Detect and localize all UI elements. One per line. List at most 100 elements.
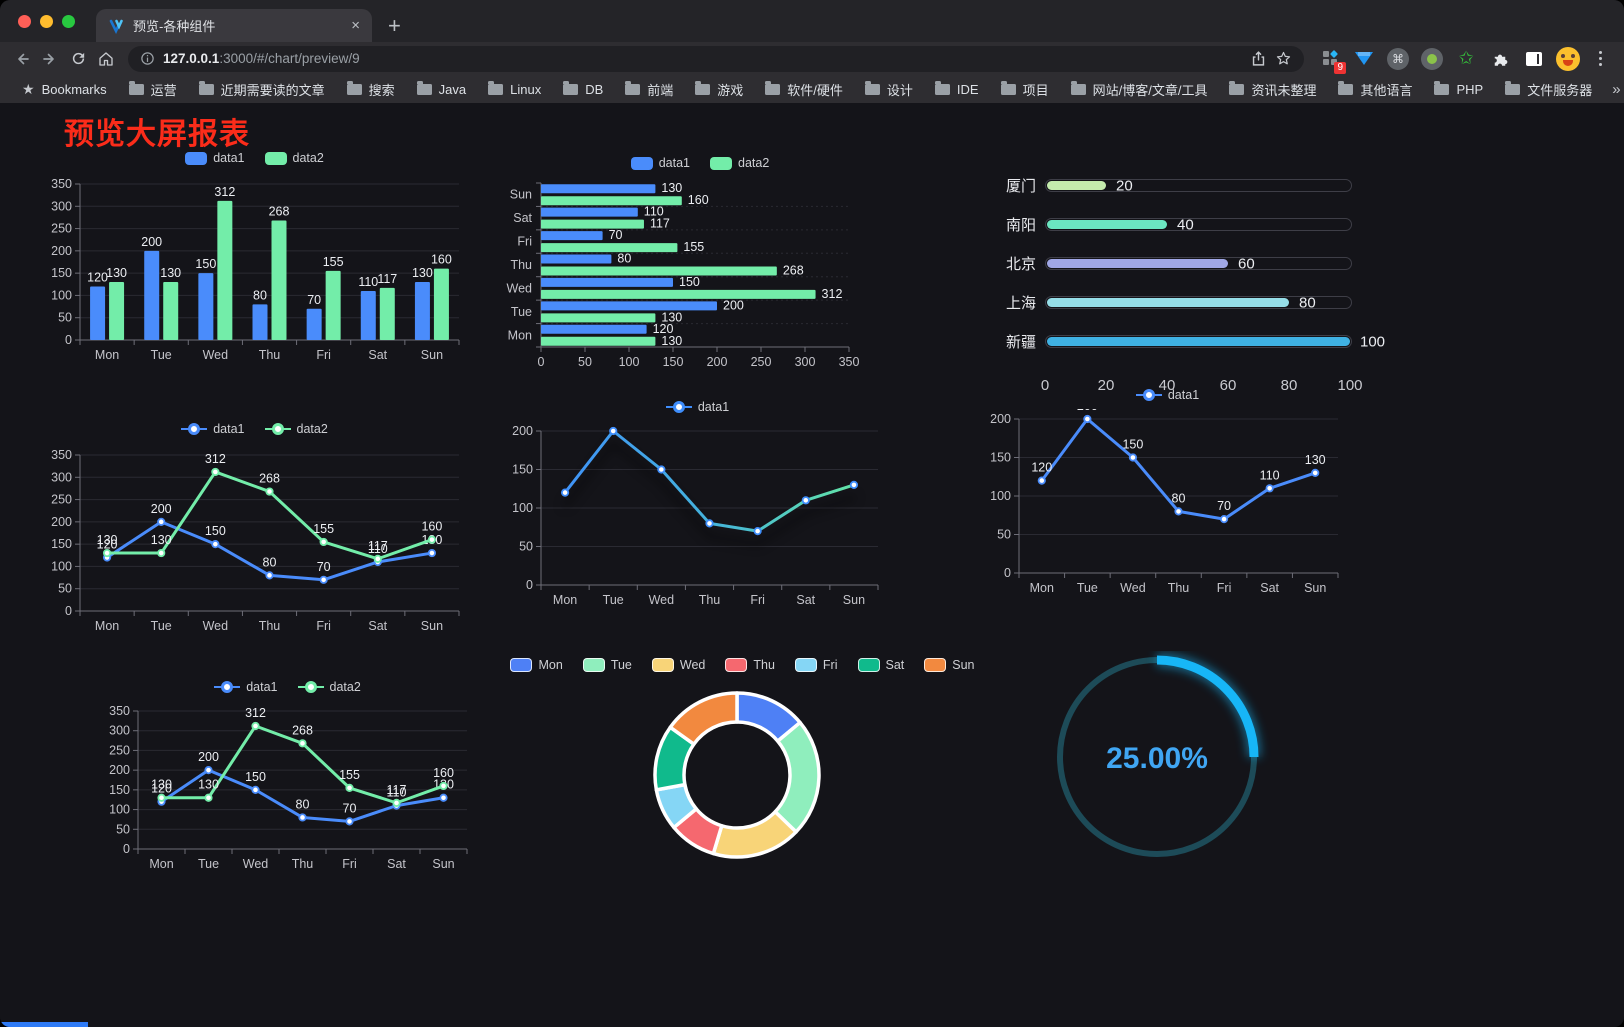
svg-text:268: 268 xyxy=(259,472,280,486)
svg-text:Sat: Sat xyxy=(513,211,532,225)
progress-fill xyxy=(1047,259,1228,268)
bookmark-folder[interactable]: 运营 xyxy=(121,77,185,102)
forward-button[interactable] xyxy=(36,45,64,73)
browser-toolbar: 127.0.0.1:3000/#/chart/preview/9 9 ⌘ ✩ xyxy=(0,42,1624,75)
legend-item[interactable]: data1 xyxy=(665,400,729,414)
svg-text:150: 150 xyxy=(195,257,216,271)
svg-text:120: 120 xyxy=(151,782,172,796)
bookmark-folder[interactable]: 软件/硬件 xyxy=(757,77,851,102)
bookmark-folder[interactable]: Java xyxy=(409,79,474,100)
folder-icon xyxy=(488,80,504,95)
legend-item[interactable]: data2 xyxy=(264,422,328,436)
svg-text:150: 150 xyxy=(51,266,72,280)
zoom-window-button[interactable] xyxy=(62,15,75,28)
vue-devtools-extension-icon[interactable] xyxy=(1352,47,1376,71)
svg-text:Thu: Thu xyxy=(699,593,721,607)
bookmark-folder[interactable]: 文件服务器 xyxy=(1497,77,1600,102)
svg-text:155: 155 xyxy=(339,768,360,782)
svg-text:300: 300 xyxy=(51,470,72,484)
folder-icon xyxy=(934,80,950,95)
new-tab-button[interactable]: + xyxy=(388,13,401,38)
svg-text:Wed: Wed xyxy=(649,593,675,607)
extensions-area: 9 ⌘ ✩ xyxy=(1312,46,1616,74)
svg-text:80: 80 xyxy=(263,555,277,569)
legend-swatch xyxy=(725,658,748,672)
bookmark-folder[interactable]: 近期需要读的文章 xyxy=(191,77,333,102)
bookmark-folder[interactable]: 资讯未整理 xyxy=(1221,77,1324,102)
legend-item[interactable]: data2 xyxy=(297,680,361,694)
folder-icon xyxy=(1434,80,1450,95)
bookmarks-overflow-chevron[interactable]: » xyxy=(1612,80,1621,98)
legend-item[interactable]: data1 xyxy=(1135,388,1199,402)
svg-text:Mon: Mon xyxy=(508,328,532,342)
svg-text:110: 110 xyxy=(644,205,664,219)
bookmark-folder[interactable]: IDE xyxy=(927,79,987,100)
legend-item[interactable]: data1 xyxy=(185,151,245,165)
bookmark-folder[interactable]: 其他语言 xyxy=(1330,77,1420,102)
legend-item[interactable]: Tue xyxy=(582,658,632,672)
legend-item[interactable]: Mon xyxy=(510,658,563,672)
legend-item[interactable]: data2 xyxy=(264,151,324,165)
chart-legend: data1 data2 xyxy=(505,155,895,171)
legend-item[interactable]: data1 xyxy=(181,422,245,436)
shortcut-extension-icon[interactable]: ⌘ xyxy=(1386,47,1410,71)
svg-text:50: 50 xyxy=(578,355,592,369)
bookmarks-root[interactable]: ★ Bookmarks xyxy=(14,78,115,101)
puzzle-extensions-icon[interactable] xyxy=(1488,47,1512,71)
progress-category-label: 南阳 xyxy=(1005,217,1036,234)
close-window-button[interactable] xyxy=(18,15,31,28)
bookmark-folder[interactable]: 搜索 xyxy=(339,77,403,102)
legend-item[interactable]: data2 xyxy=(710,156,769,170)
legend-item[interactable]: Sun xyxy=(924,658,975,672)
tab-manager-extension-icon[interactable]: 9 xyxy=(1318,47,1346,74)
svg-text:250: 250 xyxy=(751,355,772,369)
address-bar[interactable]: 127.0.0.1:3000/#/chart/preview/9 xyxy=(128,45,1304,72)
profile-avatar[interactable] xyxy=(1556,46,1580,71)
svg-text:Tue: Tue xyxy=(1077,581,1098,595)
legend-item[interactable]: Wed xyxy=(651,658,705,672)
progress-fill xyxy=(1047,220,1167,229)
bookmark-folder[interactable]: 网站/博客/文章/工具 xyxy=(1063,77,1216,102)
home-button[interactable] xyxy=(92,45,120,73)
legend-swatch xyxy=(297,680,324,694)
browser-tab[interactable]: 预览-各种组件 × xyxy=(96,9,372,42)
svg-text:155: 155 xyxy=(323,255,344,269)
green-star-extension-icon[interactable]: ✩ xyxy=(1458,48,1474,68)
minimize-window-button[interactable] xyxy=(40,15,53,28)
svg-text:Tue: Tue xyxy=(603,593,624,607)
bookmark-folder[interactable]: Linux xyxy=(480,79,549,100)
legend-item[interactable]: Thu xyxy=(725,658,775,672)
legend-item[interactable]: Fri xyxy=(794,658,838,672)
bookmark-folder[interactable]: 前端 xyxy=(617,77,681,102)
svg-text:268: 268 xyxy=(783,264,804,278)
back-button[interactable] xyxy=(8,45,36,73)
bookmark-folder[interactable]: DB xyxy=(555,79,611,100)
svg-text:Wed: Wed xyxy=(1120,581,1146,595)
folder-icon xyxy=(625,80,641,95)
reload-button[interactable] xyxy=(64,45,92,73)
site-info-icon[interactable] xyxy=(140,51,155,66)
svg-text:200: 200 xyxy=(141,235,162,249)
bookmark-folder[interactable]: 项目 xyxy=(993,77,1057,102)
chart-donut: Mon Tue Wed Thu Fri Sat Sun xyxy=(510,657,975,875)
svg-text:312: 312 xyxy=(822,287,843,301)
chart-progress-bars: 厦门 20 南阳 40 北京 60 上海 80 新疆 100 0 20 40 60 80 100 xyxy=(990,158,1385,397)
browser-menu-icon[interactable] xyxy=(1590,47,1610,71)
recorder-extension-icon[interactable] xyxy=(1420,47,1444,71)
forward-icon xyxy=(43,53,54,64)
gauge-svg: 25.00% xyxy=(1057,653,1261,857)
legend-item[interactable]: data1 xyxy=(214,680,278,694)
bookmark-star-icon[interactable] xyxy=(1275,50,1292,67)
legend-item[interactable]: data1 xyxy=(630,156,690,170)
bookmark-folder[interactable]: PHP xyxy=(1426,79,1491,100)
share-icon[interactable] xyxy=(1250,50,1267,67)
bookmark-folder[interactable]: 游戏 xyxy=(687,77,751,102)
chart-legend: data1 data2 xyxy=(100,679,475,695)
sidebar-icon[interactable] xyxy=(1522,47,1546,71)
svg-text:200: 200 xyxy=(990,412,1011,426)
tab-close-icon[interactable]: × xyxy=(351,17,360,34)
legend-item[interactable]: Sat xyxy=(857,658,904,672)
svg-text:130: 130 xyxy=(106,266,127,280)
bookmark-folder[interactable]: 设计 xyxy=(857,77,921,102)
